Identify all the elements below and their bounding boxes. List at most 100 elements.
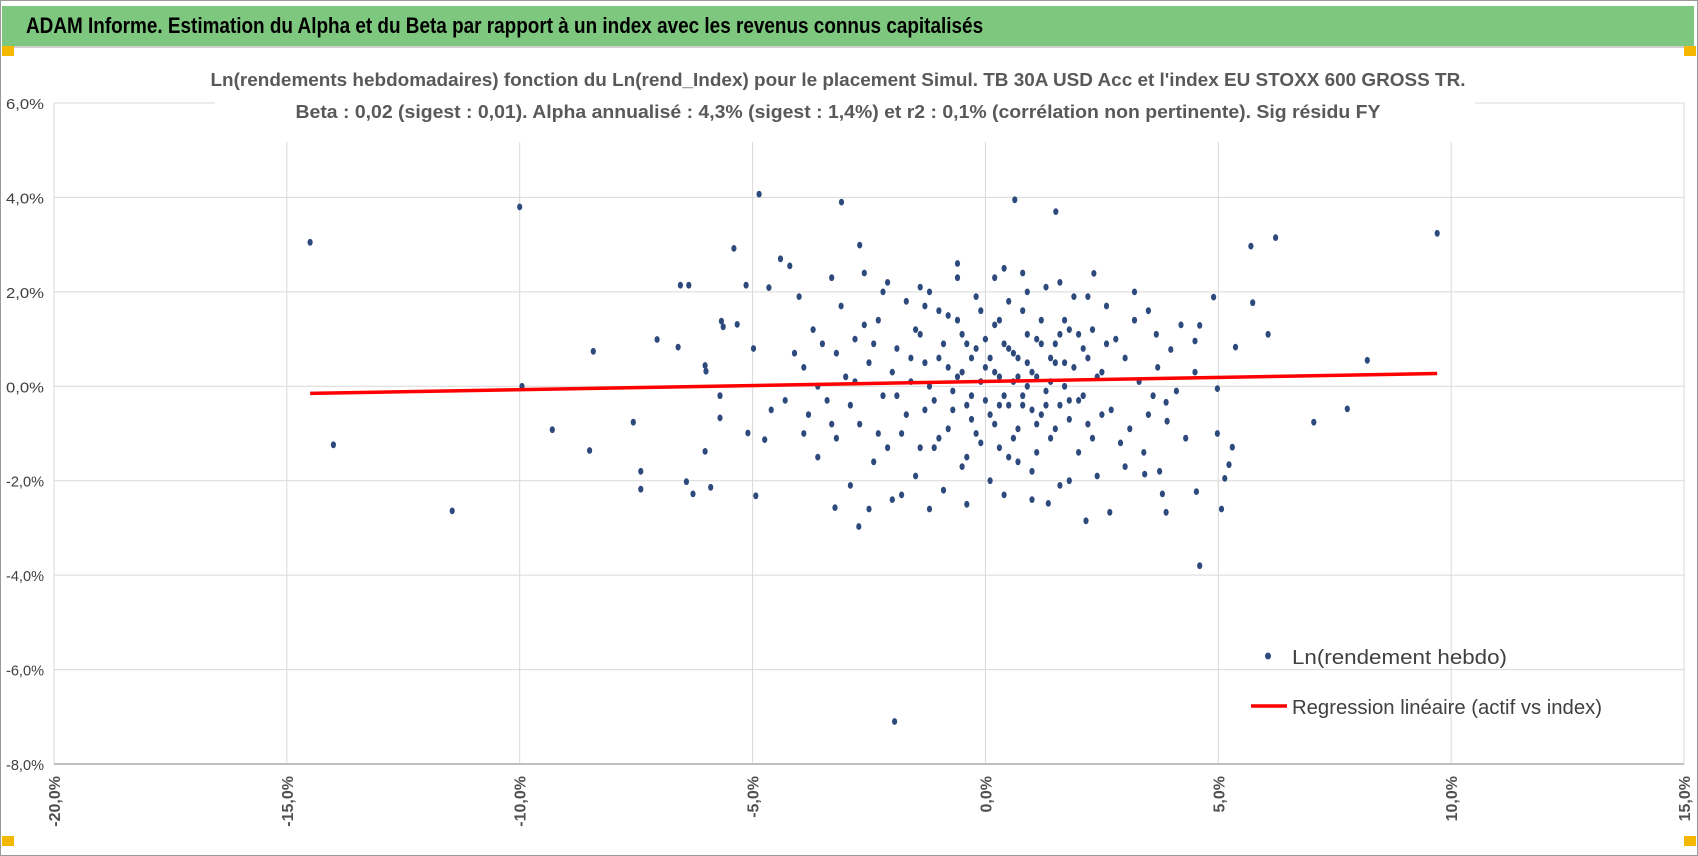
data-point	[913, 326, 919, 333]
data-point	[833, 434, 840, 442]
data-point	[917, 330, 923, 338]
data-point	[1043, 387, 1049, 395]
data-point	[1034, 420, 1040, 428]
y-tick-label: 6,0%	[6, 96, 44, 113]
data-point	[1029, 406, 1035, 414]
data-point	[1153, 330, 1159, 338]
data-point	[718, 317, 725, 325]
y-tick-label: 2,0%	[6, 285, 44, 302]
data-point	[791, 349, 798, 357]
data-point	[913, 472, 919, 480]
x-tick-label: 5,0%	[1211, 776, 1228, 812]
data-point	[1214, 430, 1220, 437]
data-point	[996, 444, 1003, 452]
data-point	[824, 397, 830, 404]
data-point	[690, 490, 696, 498]
data-point	[922, 302, 928, 310]
data-point	[968, 415, 975, 423]
data-point	[1015, 354, 1021, 362]
data-point	[1089, 326, 1096, 333]
data-point	[931, 444, 937, 452]
data-point	[1193, 488, 1199, 495]
data-point	[954, 316, 961, 324]
data-point	[968, 392, 975, 400]
data-point	[829, 274, 835, 282]
data-point	[1034, 335, 1040, 343]
data-point	[1062, 359, 1068, 367]
data-point	[1250, 299, 1256, 307]
data-point	[1364, 356, 1370, 364]
data-point	[968, 354, 975, 362]
data-point	[978, 439, 984, 447]
y-tick-label: -2,0%	[6, 474, 44, 491]
data-point	[1080, 345, 1086, 352]
data-point	[857, 420, 863, 428]
data-point	[777, 255, 784, 263]
data-point	[1043, 401, 1049, 409]
data-point	[885, 444, 891, 452]
data-point	[875, 430, 881, 437]
data-point	[1094, 472, 1100, 480]
data-point	[992, 420, 998, 428]
data-point	[852, 335, 858, 343]
data-point	[1038, 316, 1044, 324]
data-point	[1091, 270, 1097, 277]
x-tick-label: 0,0%	[978, 776, 995, 812]
data-point	[982, 397, 989, 404]
data-point	[1145, 411, 1151, 418]
data-point	[1173, 387, 1179, 395]
data-point	[801, 430, 807, 437]
data-point	[1141, 449, 1147, 456]
data-point	[1085, 293, 1091, 300]
data-point	[1183, 434, 1189, 442]
data-point	[954, 373, 961, 381]
data-point	[1099, 411, 1105, 418]
data-point	[922, 406, 928, 414]
data-point	[1020, 401, 1026, 409]
data-point	[926, 382, 933, 390]
data-point	[1024, 288, 1030, 296]
data-point	[1085, 354, 1091, 362]
data-point	[1048, 434, 1054, 442]
chart-title: Ln(rendements hebdomadaires) fonction du…	[211, 70, 1466, 90]
title-background	[215, 62, 1475, 142]
data-point	[856, 523, 862, 530]
data-point	[796, 293, 802, 300]
data-point	[1197, 562, 1203, 570]
data-point	[1057, 482, 1063, 489]
data-point	[1113, 335, 1119, 343]
data-point	[959, 330, 965, 338]
data-point	[683, 478, 690, 486]
data-point	[703, 367, 709, 375]
data-point	[1006, 297, 1012, 305]
data-point	[654, 336, 660, 343]
data-point	[587, 447, 593, 454]
data-point	[675, 343, 681, 351]
data-point	[1057, 401, 1063, 409]
data-point	[959, 463, 965, 470]
data-point	[449, 507, 455, 515]
data-point	[330, 441, 336, 449]
data-point	[899, 430, 905, 437]
data-point	[1057, 279, 1063, 286]
data-point	[762, 436, 768, 443]
data-point	[871, 340, 877, 348]
data-point	[720, 323, 726, 331]
data-point	[931, 397, 937, 404]
data-point	[987, 477, 993, 485]
data-point	[743, 281, 749, 289]
data-points	[307, 190, 1440, 725]
data-point	[638, 485, 644, 493]
data-point	[959, 368, 965, 376]
data-point	[996, 373, 1003, 381]
data-point	[1434, 229, 1440, 237]
data-point	[1038, 411, 1044, 418]
y-tick-label: -6,0%	[6, 663, 44, 680]
data-point	[838, 198, 845, 206]
corner-mark	[2, 836, 14, 846]
data-point	[945, 425, 951, 433]
data-point	[1024, 382, 1030, 390]
data-point	[1076, 449, 1082, 456]
data-point	[815, 453, 821, 461]
